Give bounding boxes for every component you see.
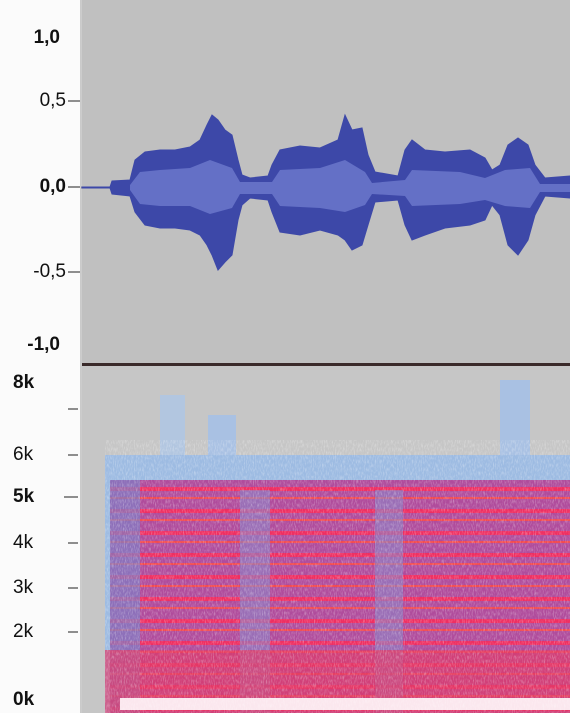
axis-label: 0,5 [40, 90, 66, 111]
spectrogram-noise [105, 440, 570, 713]
axis-label: 1,0 [34, 27, 60, 48]
page: 1,0 0,5 0,0 -0,5 -1,0 8k 6k 5k 4k 3k 2k … [0, 0, 570, 713]
axis-label: 5k [13, 486, 35, 507]
axis-label: -1,0 [27, 334, 60, 355]
axis-label: 2k [13, 621, 34, 642]
axis-label: 0,0 [40, 176, 66, 197]
axis-label: 4k [13, 532, 34, 553]
axis-label: 0k [13, 689, 35, 710]
axis-label: -0,5 [33, 261, 66, 282]
axis-label: 3k [13, 577, 34, 598]
audio-tracks: 1,0 0,5 0,0 -0,5 -1,0 8k 6k 5k 4k 3k 2k … [0, 0, 570, 713]
axis-label: 6k [13, 444, 34, 465]
track-divider [82, 363, 570, 366]
axis-label: 8k [13, 372, 35, 393]
